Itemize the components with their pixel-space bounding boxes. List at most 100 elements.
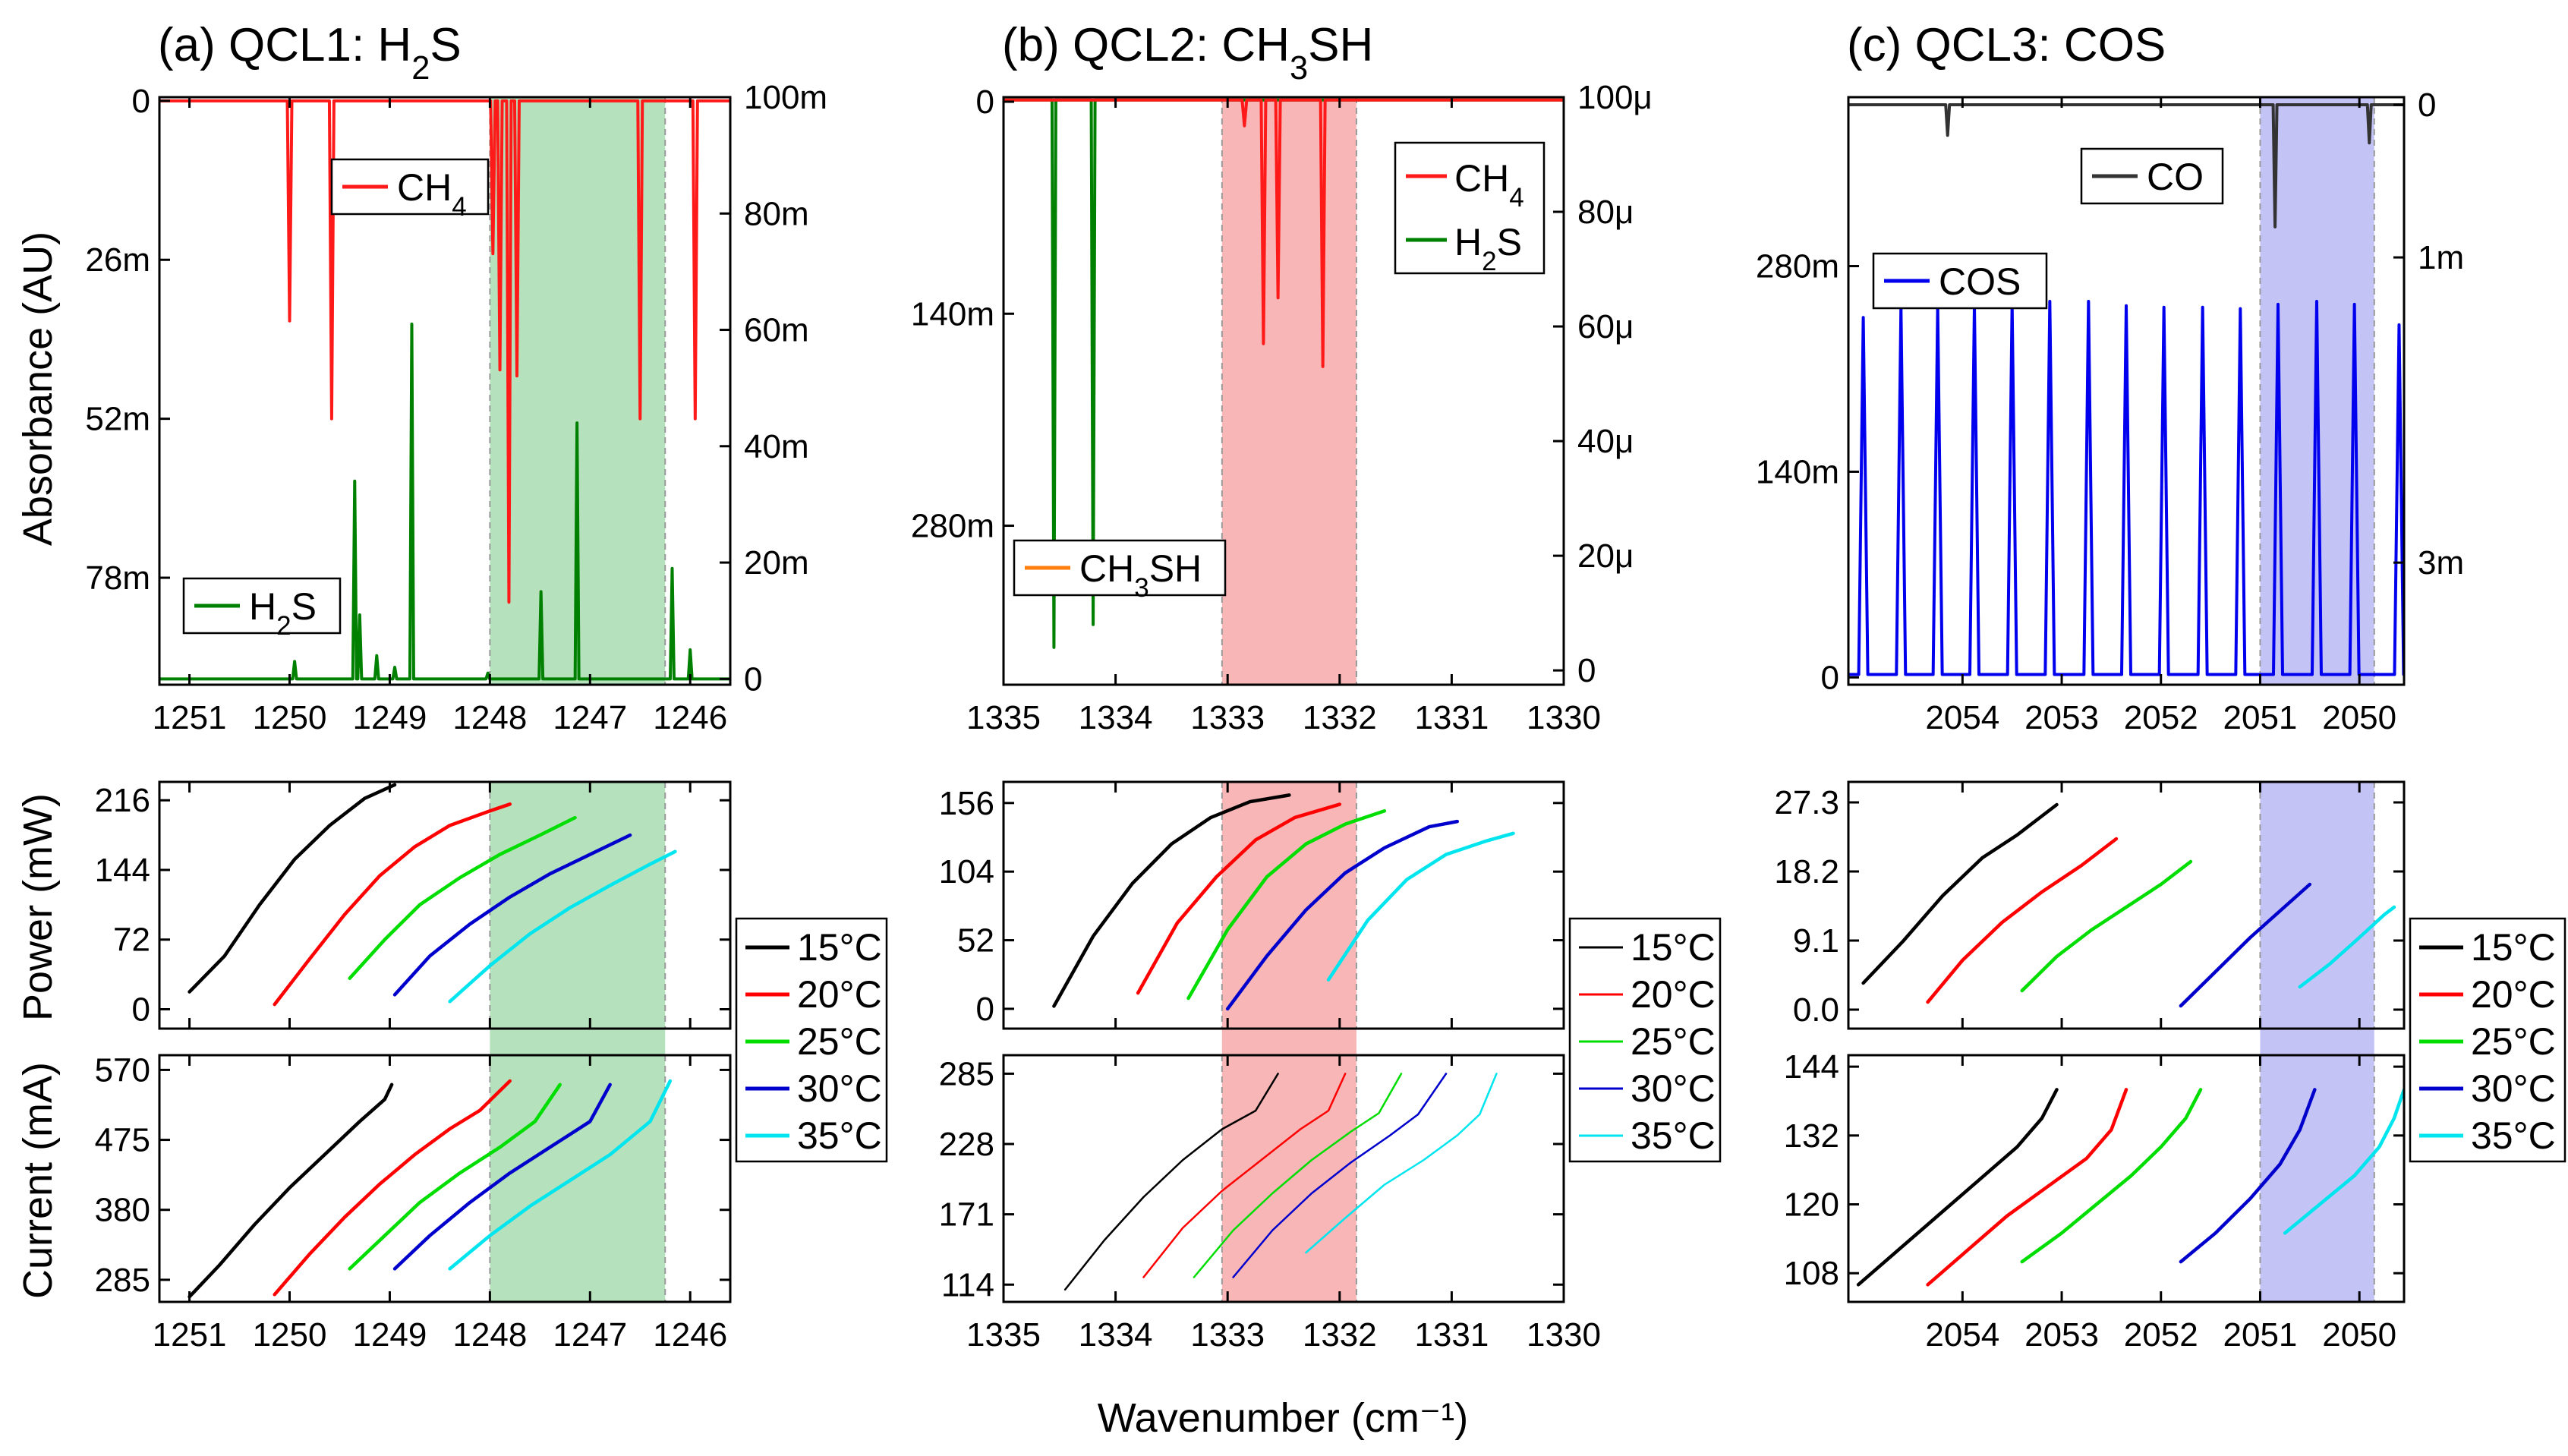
panel-c: (c) QCL3: COS 0 140m 280m 0 1m 3m 2054 2053 2052 2… bbox=[1756, 19, 2566, 1354]
current-frame bbox=[158, 1054, 732, 1303]
x-tick-label: 2051 bbox=[2223, 699, 2298, 736]
y-tick-label: 27.3 bbox=[1774, 784, 1839, 821]
y-tick-label: 132 bbox=[1784, 1117, 1839, 1155]
legend-label: 30°C bbox=[2471, 1067, 2556, 1110]
legend-label: CH4 bbox=[1454, 157, 1524, 213]
power-plot bbox=[187, 783, 677, 1007]
power-series-30C bbox=[1225, 819, 1460, 1011]
y-tick-label: 216 bbox=[95, 782, 150, 819]
x-tick-label: 1247 bbox=[553, 699, 627, 736]
highlight-band bbox=[2260, 1055, 2374, 1302]
y-tick-label: 0 bbox=[132, 83, 150, 120]
panel-title: (b) QCL2: CH3SH bbox=[1002, 19, 1373, 87]
legend-label: 35°C bbox=[1631, 1114, 1716, 1157]
legend-label: 30°C bbox=[797, 1067, 882, 1110]
power-series-15C bbox=[187, 783, 397, 994]
power-plot bbox=[1861, 802, 2396, 1008]
y-tick-label: 0.0 bbox=[1793, 991, 1839, 1029]
power-series-15C bbox=[1861, 802, 2059, 985]
y-tick-label: 18.2 bbox=[1774, 853, 1839, 890]
absorbance-frame bbox=[1002, 96, 1565, 686]
y-tick-label: 285 bbox=[939, 1055, 994, 1092]
current-series-25C bbox=[348, 1083, 562, 1271]
y-axis-label-absorbance: Absorbance (AU) bbox=[15, 232, 61, 546]
y2-tick-label: 3m bbox=[2418, 544, 2464, 581]
x-tick-label: 2053 bbox=[2024, 699, 2099, 736]
y-tick-label: 0 bbox=[1821, 659, 1839, 696]
x-tick-label: 1250 bbox=[253, 699, 327, 736]
highlight-band bbox=[490, 1055, 666, 1302]
y-tick-label: 475 bbox=[95, 1122, 150, 1159]
legend-label: 20°C bbox=[2471, 973, 2556, 1016]
y-tick-label: 228 bbox=[939, 1126, 994, 1163]
highlight-band bbox=[1221, 97, 1356, 685]
x-tick-label: 1247 bbox=[553, 1316, 627, 1354]
x-tick-label: 1332 bbox=[1303, 1316, 1377, 1354]
current-plot bbox=[1856, 1088, 2404, 1287]
y2-tick-label: 20m bbox=[744, 544, 809, 581]
y-tick-label: 0 bbox=[132, 991, 150, 1029]
temperature-legend: 15°C20°C25°C30°C35°C bbox=[2409, 917, 2566, 1163]
panel-title: (a) QCL1: H2S bbox=[158, 19, 462, 87]
ch4-spectrum bbox=[159, 99, 730, 604]
x-tick-label: 1248 bbox=[452, 1316, 527, 1354]
y-tick-label: 108 bbox=[1784, 1255, 1839, 1292]
x-tick-label: 1335 bbox=[966, 1316, 1041, 1354]
ch4-spectrum bbox=[1004, 98, 1564, 368]
absorbance-plot bbox=[1848, 103, 2404, 676]
x-tick-label: 1335 bbox=[966, 699, 1041, 736]
legend-label: 25°C bbox=[2471, 1020, 2556, 1063]
power-frame bbox=[1847, 780, 2406, 1030]
y-tick-label: 144 bbox=[95, 852, 150, 889]
current-series-20C bbox=[1142, 1073, 1347, 1278]
y2-tick-label: 40m bbox=[744, 428, 809, 465]
current-plot bbox=[1063, 1073, 1498, 1291]
power-series-35C bbox=[2298, 905, 2396, 989]
y-tick-label: 171 bbox=[939, 1196, 994, 1234]
legend-ch3sh: CH3SH bbox=[1013, 539, 1227, 603]
current-series-20C bbox=[1926, 1088, 2128, 1287]
y-tick-label: 570 bbox=[95, 1051, 150, 1089]
x-tick-label: 1246 bbox=[653, 1316, 727, 1354]
current-series-35C bbox=[2283, 1088, 2404, 1235]
legend-label: 15°C bbox=[1631, 926, 1716, 969]
x-tick-label: 2052 bbox=[2124, 1316, 2198, 1354]
y-tick-label: 52 bbox=[957, 922, 994, 960]
legend-label: COS bbox=[1939, 260, 2021, 303]
y-tick-label: 26m bbox=[85, 241, 150, 279]
y-tick-label: 104 bbox=[939, 853, 994, 890]
y-tick-label: 114 bbox=[941, 1266, 994, 1303]
x-tick-label: 1251 bbox=[153, 1316, 227, 1354]
current-frame bbox=[1002, 1054, 1565, 1303]
y2-tick-label: 20μ bbox=[1577, 537, 1634, 575]
x-tick-label: 2050 bbox=[2322, 699, 2396, 736]
x-tick-label: 2052 bbox=[2124, 699, 2198, 736]
x-tick-label: 2050 bbox=[2322, 1316, 2396, 1354]
y2-tick-label: 100m bbox=[744, 79, 827, 116]
y2-tick-label: 100μ bbox=[1577, 79, 1653, 116]
absorbance-frame bbox=[158, 96, 732, 686]
y-tick-label: 0 bbox=[976, 991, 994, 1028]
y2-tick-label: 1m bbox=[2418, 239, 2464, 276]
legend-co: CO bbox=[2080, 147, 2224, 205]
highlight-band bbox=[1221, 1029, 1356, 1055]
current-series-35C bbox=[448, 1079, 673, 1271]
y-tick-label: 9.1 bbox=[1793, 922, 1839, 960]
legend-frame bbox=[1394, 141, 1546, 275]
y2-tick-label: 0 bbox=[744, 660, 762, 698]
power-series-20C bbox=[1926, 837, 2119, 1004]
legend-label: CH3SH bbox=[1079, 547, 1202, 603]
legend-label: 15°C bbox=[797, 926, 882, 969]
x-tick-label: 1330 bbox=[1527, 1316, 1601, 1354]
power-series-25C bbox=[2020, 859, 2193, 993]
power-frame bbox=[158, 780, 732, 1030]
temperature-legend: 15°C20°C25°C30°C35°C bbox=[735, 917, 888, 1163]
power-series-25C bbox=[348, 815, 577, 980]
current-series-30C bbox=[2179, 1088, 2317, 1264]
panel-a: (a) QCL1: H2S026m52m78m020m40m60m80m100m… bbox=[85, 19, 888, 1354]
y-tick-label: 52m bbox=[85, 401, 150, 438]
temperature-legend: 15°C20°C25°C30°C35°C bbox=[1568, 917, 1722, 1163]
current-series-15C bbox=[187, 1083, 394, 1299]
